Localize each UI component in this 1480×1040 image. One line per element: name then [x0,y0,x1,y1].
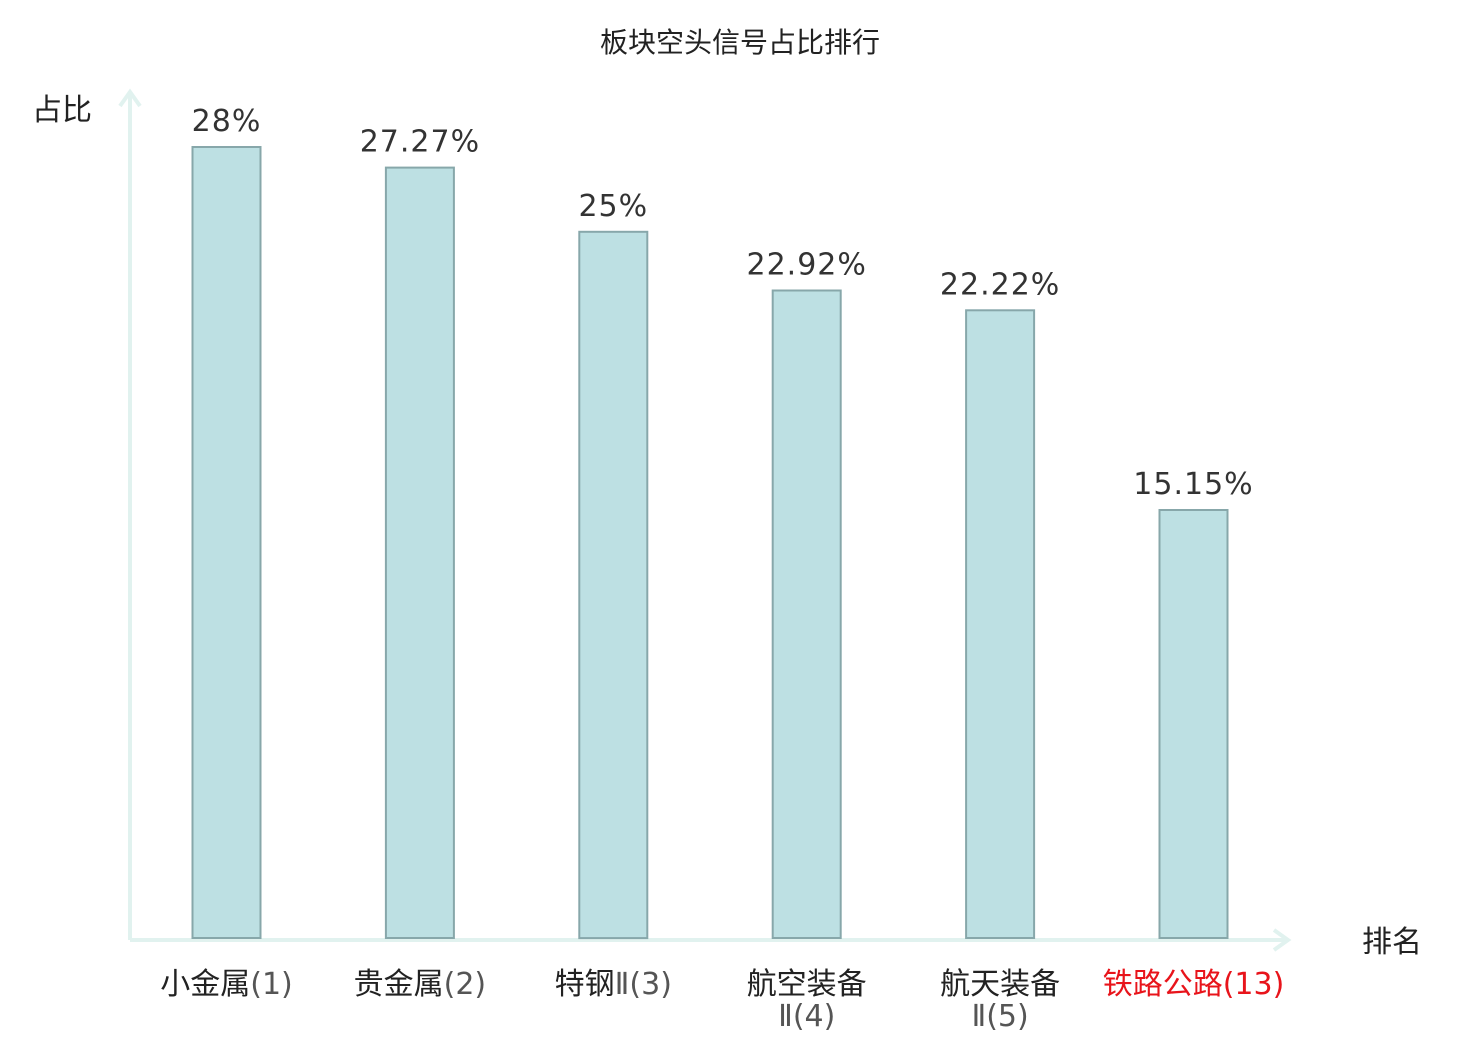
category-label-6: 铁路公路(13) [1103,967,1285,1002]
y-axis [118,88,142,940]
y-axis-label: 占比 [32,93,92,128]
category-labels-group: 小金属(1) 贵金属(2) 特钢Ⅱ(3) 航空装备 Ⅱ(4)航天装备 Ⅱ(5)铁路公路(1… [160,967,1284,1034]
category-rank-2: (2) [444,967,487,1002]
bar-3 [578,230,649,940]
value-label-1: 28% [192,104,262,139]
bar-2 [384,166,455,940]
chart-title: 板块空头信号占比排行 [600,26,880,59]
category-rank-1: (1) [250,967,293,1002]
x-axis [130,928,1292,952]
category-name-2: 贵金属 [354,967,444,1002]
category-label-1: 小金属(1) [160,967,293,1002]
value-label-3: 25% [578,189,648,224]
bar-1 [191,146,262,939]
value-label-4: 22.92% [747,248,867,283]
category-name-3: 特钢 [555,967,615,1002]
category-label-5: 航天装备 Ⅱ(5) [940,967,1060,1034]
category-label-4: 航空装备 Ⅱ(4) [747,967,867,1034]
value-labels-group: 28% 27.27% 25% 22.92% 22.22% 15.15% [192,104,1253,502]
bars-group [191,146,1229,940]
value-label-5: 22.22% [940,267,1060,302]
value-label-6: 15.15% [1133,467,1253,502]
category-rank-3: Ⅱ(3) [615,967,672,1002]
category-rank-4: Ⅱ(4) [778,999,835,1034]
category-label-2: 贵金属(2) [354,967,487,1002]
bar-6 [1158,509,1229,939]
x-axis-label: 排名 [1362,925,1422,960]
category-name-6: 铁路公路 [1103,967,1223,1002]
bar-5 [965,309,1036,939]
value-label-2: 27.27% [360,125,480,160]
category-name-4: 航空装备 [747,967,867,1002]
bar-4 [771,289,842,939]
category-label-3: 特钢Ⅱ(3) [555,967,672,1002]
category-rank-5: Ⅱ(5) [971,999,1028,1034]
category-name-1: 小金属 [160,967,250,1002]
category-rank-6: (13) [1223,967,1285,1002]
category-name-5: 航天装备 [940,967,1060,1002]
